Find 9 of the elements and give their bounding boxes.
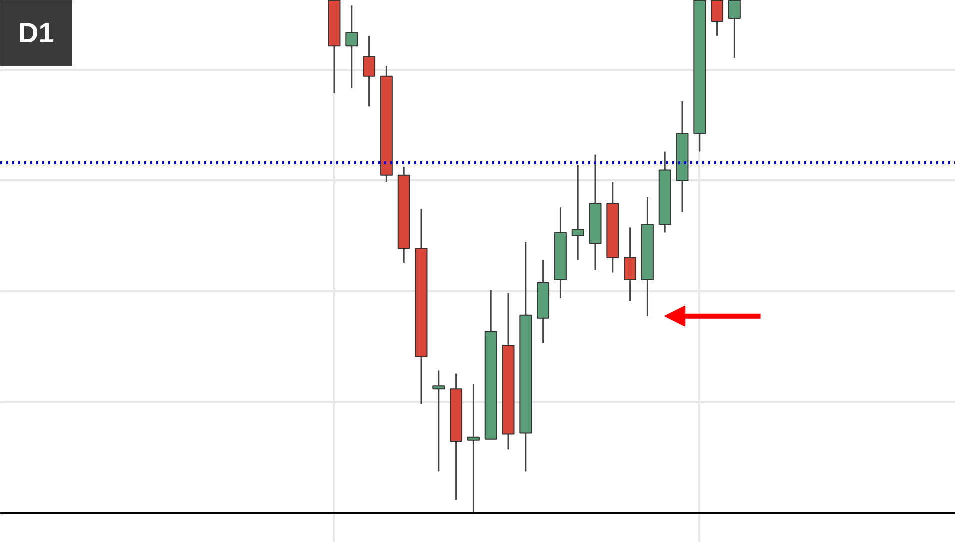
candlestick bbox=[711, 0, 724, 37]
candlestick bbox=[728, 0, 741, 59]
candlestick bbox=[432, 370, 446, 472]
candlestick bbox=[363, 35, 376, 108]
candlestick bbox=[467, 383, 480, 514]
candlestick bbox=[572, 164, 584, 261]
candlestick bbox=[346, 4, 358, 89]
candlestick bbox=[624, 226, 637, 302]
text: D1 bbox=[18, 18, 54, 48]
